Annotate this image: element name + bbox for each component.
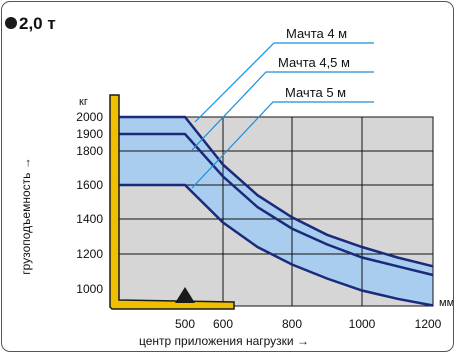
y-tick-label: 1800 <box>76 144 103 158</box>
x-tick-label: 600 <box>213 317 233 331</box>
series-line <box>116 115 434 268</box>
legend-entry: Мачта 5 м <box>285 85 346 100</box>
y-tick-label: 2000 <box>76 110 103 124</box>
x-tick-label: 1200 <box>415 317 442 331</box>
x-tick-label: 800 <box>282 317 302 331</box>
x-tick-labels: 500 600 800 1000 1200 <box>175 317 442 331</box>
legend-leader-line <box>194 42 374 123</box>
x-axis-title: центр приложения нагрузки → <box>139 334 309 348</box>
y-tick-label: 1900 <box>76 127 103 141</box>
capacity-band <box>116 117 433 306</box>
load-center-triangle-icon <box>175 287 195 303</box>
y-tick-label: 1600 <box>76 178 103 192</box>
legend-leader-lines <box>191 42 374 189</box>
series-line <box>116 183 434 307</box>
title-bullet-icon <box>5 17 17 29</box>
legend: Мачта 4 м Мачта 4,5 м Мачта 5 м <box>278 26 350 100</box>
x-tick-label: 500 <box>175 317 195 331</box>
series-line <box>116 132 434 277</box>
legend-entry: Мачта 4,5 м <box>278 55 350 70</box>
y-tick-label: 1200 <box>76 247 103 261</box>
y-axis-title: грузоподъемность → <box>19 157 33 274</box>
chart-title: 2,0 т <box>19 14 56 33</box>
y-tick-label: 1400 <box>76 212 103 226</box>
y-tick-labels: 1000 1200 1400 1600 1800 1900 2000 <box>76 110 103 296</box>
series-lines <box>116 115 434 307</box>
legend-entry: Мачта 4 м <box>286 26 347 41</box>
legend-leader-line <box>191 101 374 189</box>
y-unit-label: кг <box>79 96 88 108</box>
legend-leader-line <box>191 71 374 151</box>
x-unit-label: мм <box>439 297 454 309</box>
x-tick-label: 1000 <box>349 317 376 331</box>
y-tick-label: 1000 <box>76 282 103 296</box>
mast-fork-shape <box>109 94 235 310</box>
